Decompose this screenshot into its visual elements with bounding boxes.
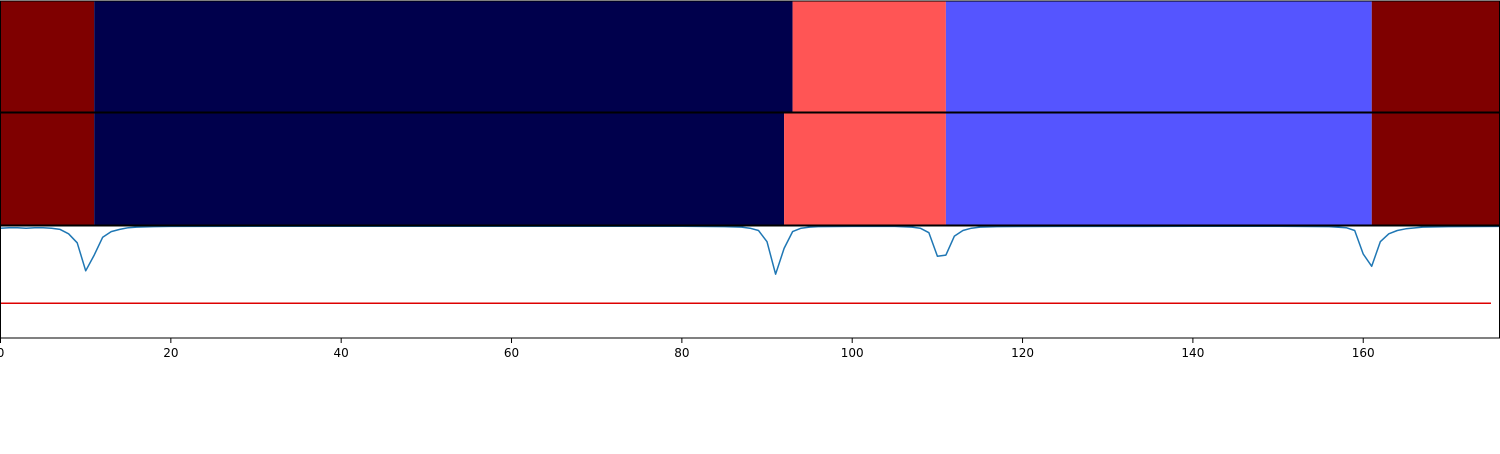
x-tick-label-40: 40 <box>334 346 349 360</box>
track-1 <box>0 0 1500 113</box>
line-panel <box>0 225 1500 339</box>
x-tick-label-140: 140 <box>1181 346 1204 360</box>
score-series-line <box>0 225 1500 275</box>
track-1-segment-4 <box>945 1 1372 112</box>
x-tick-label-0: 0 <box>0 346 4 360</box>
track-2 <box>0 112 1500 226</box>
track-1-segment-2 <box>94 1 793 112</box>
track-2-segment-2 <box>94 113 785 225</box>
track-2-segment-3 <box>784 113 946 225</box>
track-1-segment-5 <box>1371 1 1500 112</box>
segment-tracks <box>0 0 1500 226</box>
x-tick-label-100: 100 <box>841 346 864 360</box>
x-tick-label-60: 60 <box>504 346 519 360</box>
x-tick-label-20: 20 <box>163 346 178 360</box>
x-axis: 0 20 40 60 80 100 120 140 160 <box>0 338 1375 360</box>
x-tick-label-120: 120 <box>1011 346 1034 360</box>
track-2-segment-4 <box>945 113 1372 225</box>
track-2-segment-1 <box>0 113 95 225</box>
line-panel-background <box>0 226 1500 338</box>
track-1-segment-3 <box>792 1 946 112</box>
track-1-segment-1 <box>0 1 95 112</box>
x-tick-label-160: 160 <box>1352 346 1375 360</box>
x-tick-label-80: 80 <box>674 346 689 360</box>
track-2-segment-5 <box>1371 113 1500 225</box>
